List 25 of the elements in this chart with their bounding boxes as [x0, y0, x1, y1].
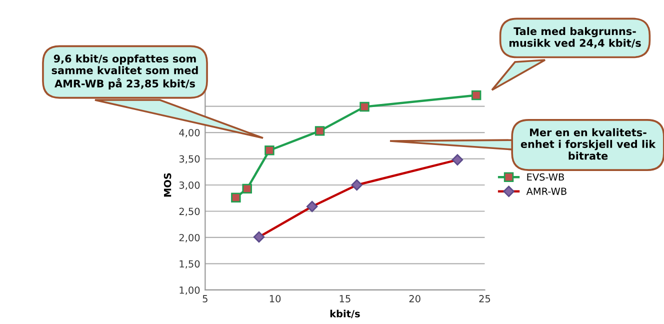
- point: [264, 146, 274, 156]
- legend-label: EVS-WB: [527, 173, 564, 181]
- text: Tale med bakgrunns- musikk ved 24,4 kbit/s: [510, 27, 641, 48]
- x-tick-label: 5: [202, 295, 208, 302]
- x-tick-label: 20: [409, 295, 420, 302]
- y-tick-label: 3,50: [179, 155, 200, 164]
- x-axis-title: kbit/s: [330, 310, 360, 318]
- text: 9,6 kbit/s oppfattes som samme kvalitet som med AMR-WB på 23,85 kbit/s: [52, 54, 198, 90]
- y-tick-label: 1,50: [180, 260, 200, 269]
- text: Mer en en kvalitets- enhet i forskjell ved lik bitrate: [520, 128, 656, 160]
- y-tick-label: 4,00: [179, 128, 200, 138]
- x-tick-label: 15: [340, 295, 350, 302]
- x-tick-label: 25: [479, 295, 490, 302]
- point: [314, 126, 325, 136]
- x-tick-label: 10: [270, 295, 281, 302]
- point: [360, 102, 370, 112]
- point: [242, 184, 252, 194]
- y-tick-label: 1,00: [180, 286, 200, 295]
- y-tick-label: 2,50: [179, 208, 200, 216]
- point: [231, 192, 241, 202]
- y-axis-title: MOS: [164, 173, 172, 197]
- y-tick-label: 2,00: [179, 234, 200, 242]
- legend-label: AMR-WB: [526, 188, 566, 195]
- y-tick-label: 3,00: [179, 181, 200, 190]
- point: [471, 90, 482, 100]
